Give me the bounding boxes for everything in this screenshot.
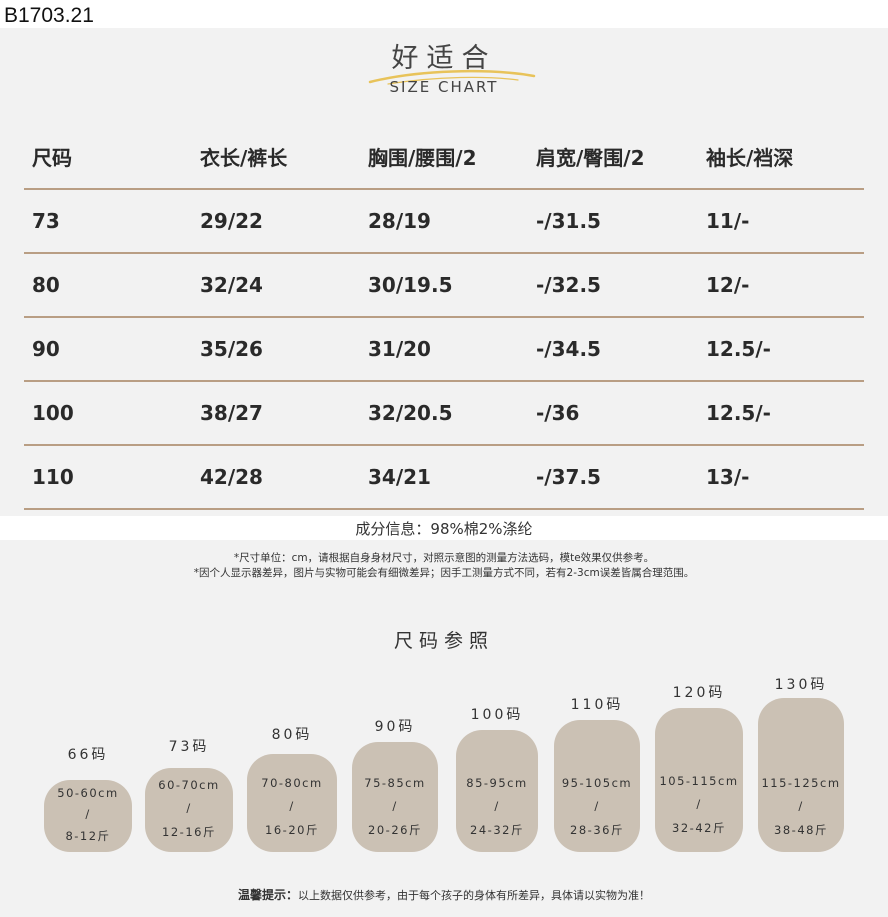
size-reference-item: 73码 60-70cm / 12-16斤: [145, 736, 233, 852]
height-range: 60-70cm: [158, 778, 220, 792]
tip-text: 以上数据仅供参考，由于每个孩子的身体有所差异，具体请以实物为准！: [298, 889, 650, 902]
size-label: 66码: [67, 747, 109, 763]
size-reference-item: 80码 70-80cm / 16-20斤: [247, 724, 337, 852]
header-cell: 衣长/裤长: [200, 145, 288, 170]
size-reference-title: 尺码参照: [393, 630, 494, 652]
weight-range: 38-48斤: [774, 823, 828, 837]
weight-range: 24-32斤: [470, 823, 524, 837]
weight-range: 12-16斤: [162, 825, 216, 839]
separator: /: [696, 797, 702, 811]
separator: /: [289, 799, 295, 813]
measurement-note: *尺寸单位：cm，请根据自身身材尺寸，对照示意图的测量方法选码，模te效果仅供参…: [233, 552, 655, 564]
table-cell: 80: [32, 273, 60, 297]
size-blob: 105-115cm / 32-42斤: [655, 708, 743, 852]
size-blob: 60-70cm / 12-16斤: [145, 768, 233, 852]
table-cell: 12/-: [706, 273, 750, 297]
size-label: 80码: [271, 727, 313, 743]
table-cell: 42/28: [200, 465, 263, 489]
size-label: 90码: [374, 719, 416, 735]
table-cell: 12.5/-: [706, 337, 771, 361]
table-cell: 35/26: [200, 337, 263, 361]
table-cell: 38/27: [200, 401, 263, 425]
table-cell: -/31.5: [536, 209, 601, 233]
size-reference-item: 100码 85-95cm / 24-32斤: [456, 704, 538, 852]
table-cell: 32/20.5: [368, 401, 453, 425]
header-cell: 肩宽/臀围/2: [536, 145, 645, 170]
height-range: 95-105cm: [561, 776, 633, 790]
height-range: 70-80cm: [261, 776, 323, 790]
separator: /: [594, 799, 600, 813]
weight-range: 20-26斤: [368, 823, 422, 837]
brand-subtitle: SIZE CHART: [389, 78, 499, 96]
size-label: 100码: [470, 707, 524, 723]
brand-name: 好适合: [391, 43, 497, 74]
height-range: 105-115cm: [659, 774, 739, 788]
size-reference-item: 130码 115-125cm / 38-48斤: [758, 674, 844, 852]
warm-tip: 温馨提示：以上数据仅供参考，由于每个孩子的身体有所差异，具体请以实物为准！: [0, 886, 888, 903]
table-cell: 110: [32, 465, 74, 489]
table-header-row: 尺码 衣长/裤长 胸围/腰围/2 肩宽/臀围/2 袖长/裆深: [24, 124, 864, 190]
table-cell: -/36: [536, 401, 580, 425]
size-blob: 85-95cm / 24-32斤: [456, 730, 538, 852]
table-cell: -/32.5: [536, 273, 601, 297]
table-cell: 100: [32, 401, 74, 425]
header-cell: 袖长/裆深: [706, 145, 794, 170]
weight-range: 8-12斤: [65, 829, 111, 843]
table-row: 90 35/26 31/20 -/34.5 12.5/-: [24, 318, 864, 382]
table-cell: 13/-: [706, 465, 750, 489]
brand-swoosh-decoration: [368, 69, 536, 85]
table-row: 80 32/24 30/19.5 -/32.5 12/-: [24, 254, 864, 318]
size-reference-item: 66码 50-60cm / 8-12斤: [44, 744, 132, 852]
table-cell: 31/20: [368, 337, 431, 361]
weight-range: 28-36斤: [570, 823, 624, 837]
height-range: 115-125cm: [761, 776, 841, 790]
table-cell: 73: [32, 209, 60, 233]
table-cell: 12.5/-: [706, 401, 771, 425]
table-row: 110 42/28 34/21 -/37.5 13/-: [24, 446, 864, 510]
size-label: 120码: [672, 685, 726, 701]
separator: /: [494, 799, 500, 813]
separator: /: [798, 799, 804, 813]
size-label: 130码: [774, 677, 828, 693]
height-range: 50-60cm: [57, 786, 119, 800]
separator: /: [85, 807, 91, 821]
size-blob: 70-80cm / 16-20斤: [247, 754, 337, 852]
table-cell: -/37.5: [536, 465, 601, 489]
header-cell: 尺码: [32, 145, 72, 170]
table-cell: 32/24: [200, 273, 263, 297]
size-blob: 95-105cm / 28-36斤: [554, 720, 640, 852]
table-row: 100 38/27 32/20.5 -/36 12.5/-: [24, 382, 864, 446]
size-reference-item: 110码 95-105cm / 28-36斤: [554, 694, 640, 852]
weight-range: 32-42斤: [672, 821, 726, 835]
size-blob: 75-85cm / 20-26斤: [352, 742, 438, 852]
size-label: 110码: [570, 697, 624, 713]
size-chart-panel: 好适合 SIZE CHART 尺码 衣长/裤长 胸围/腰围/2 肩宽/臀围/2 …: [0, 28, 888, 516]
size-reference-item: 90码 75-85cm / 20-26斤: [352, 716, 438, 852]
separator: /: [392, 799, 398, 813]
table-cell: 28/19: [368, 209, 431, 233]
tip-label: 温馨提示：: [237, 888, 298, 902]
separator: /: [186, 801, 192, 815]
display-difference-note: *因个人显示器差异，图片与实物可能会有细微差异；因手工测量方式不同，若有2-3c…: [193, 567, 695, 579]
size-reference-item: 120码 105-115cm / 32-42斤: [655, 682, 743, 852]
size-reference-panel: *尺寸单位：cm，请根据自身身材尺寸，对照示意图的测量方法选码，模te效果仅供参…: [0, 540, 888, 917]
header-cell: 胸围/腰围/2: [368, 145, 477, 170]
size-label: 73码: [168, 739, 210, 755]
table-cell: 34/21: [368, 465, 431, 489]
size-table: 尺码 衣长/裤长 胸围/腰围/2 肩宽/臀围/2 袖长/裆深 73 29/22 …: [24, 124, 864, 510]
table-cell: 30/19.5: [368, 273, 453, 297]
table-cell: 29/22: [200, 209, 263, 233]
height-range: 75-85cm: [364, 776, 426, 790]
table-cell: -/34.5: [536, 337, 601, 361]
size-blob: 115-125cm / 38-48斤: [758, 698, 844, 852]
table-cell: 90: [32, 337, 60, 361]
table-cell: 11/-: [706, 209, 750, 233]
product-code: B1703.21: [4, 4, 94, 27]
height-range: 85-95cm: [466, 776, 528, 790]
composition-info: 成分信息：98%棉2%涤纶: [355, 520, 533, 538]
weight-range: 16-20斤: [265, 823, 319, 837]
table-row: 73 29/22 28/19 -/31.5 11/-: [24, 190, 864, 254]
size-blob: 50-60cm / 8-12斤: [44, 780, 132, 852]
